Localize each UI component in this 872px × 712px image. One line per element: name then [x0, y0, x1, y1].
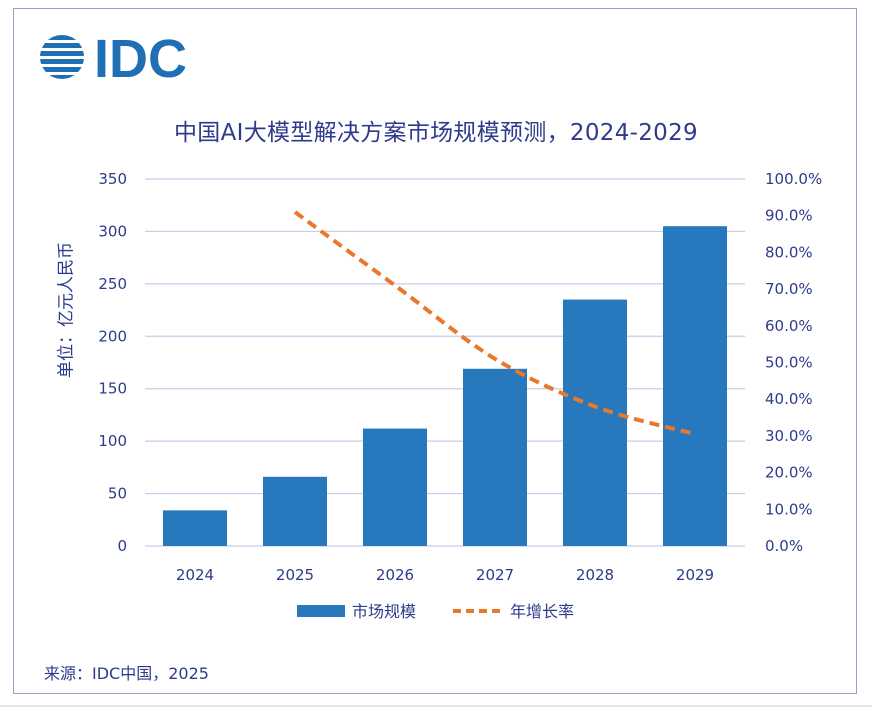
legend-bar-label: 市场规模 [352, 602, 416, 621]
y2-tick-label: 20.0% [765, 464, 813, 482]
x-tick-label: 2027 [476, 566, 514, 584]
x-tick-label: 2029 [676, 566, 714, 584]
svg-text:IDC: IDC [94, 29, 187, 88]
y2-tick-label: 70.0% [765, 280, 813, 298]
source-note: 来源：IDC中国，2025 [44, 664, 209, 683]
legend-line-label: 年增长率 [510, 602, 574, 621]
bar [163, 510, 227, 546]
bar [363, 428, 427, 546]
y2-tick-label: 60.0% [765, 317, 813, 335]
y2-tick-label: 80.0% [765, 243, 813, 261]
y-tick-label: 300 [98, 222, 127, 240]
idc-logo: IDC [38, 28, 218, 92]
y-tick-label: 250 [98, 275, 127, 293]
divider [0, 705, 872, 707]
y-tick-label: 350 [98, 170, 127, 188]
y2-tick-label: 100.0% [765, 170, 822, 188]
y2-tick-label: 50.0% [765, 354, 813, 372]
bar [263, 476, 327, 546]
x-tick-label: 2028 [576, 566, 614, 584]
y-tick-label: 50 [108, 485, 127, 503]
y-tick-label: 200 [98, 327, 127, 345]
chart-title: 中国AI大模型解决方案市场规模预测，2024-2029 [174, 120, 698, 146]
y2-tick-label: 30.0% [765, 427, 813, 445]
growth-rate-line [293, 210, 696, 436]
y2-tick-label: 90.0% [765, 207, 813, 225]
x-tick-label: 2024 [176, 566, 214, 584]
y2-tick-label: 40.0% [765, 390, 813, 408]
bar [463, 368, 527, 546]
x-tick-label: 2025 [276, 566, 314, 584]
legend-bar-swatch [297, 605, 345, 617]
bar [663, 226, 727, 546]
x-tick-label: 2026 [376, 566, 414, 584]
y-tick-label: 150 [98, 380, 127, 398]
y-tick-label: 100 [98, 432, 127, 450]
y2-tick-label: 10.0% [765, 500, 813, 518]
y2-tick-label: 0.0% [765, 537, 803, 555]
y-tick-label: 0 [117, 537, 127, 555]
bar [563, 299, 627, 546]
